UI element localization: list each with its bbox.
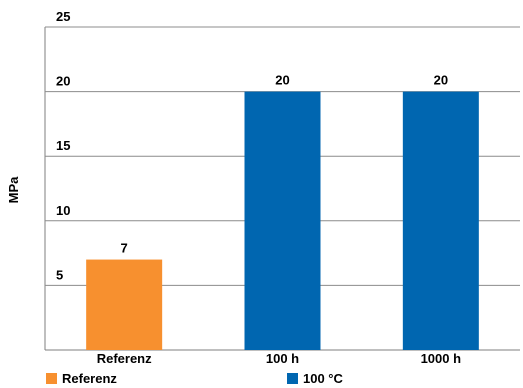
category-label: Referenz xyxy=(97,351,152,366)
bar xyxy=(86,259,163,350)
y-tick-label: 25 xyxy=(56,9,70,24)
data-label: 20 xyxy=(275,73,289,88)
legend-label: 100 °C xyxy=(303,371,344,386)
y-axis-title: MPa xyxy=(6,176,21,204)
y-tick-label: 10 xyxy=(56,203,70,218)
data-labels: 7 20 20 xyxy=(121,73,449,256)
data-label: 7 xyxy=(121,241,128,256)
category-labels: Referenz 100 h 1000 h xyxy=(97,351,461,366)
legend-label: Referenz xyxy=(62,371,117,386)
bar xyxy=(244,91,321,350)
legend-swatch xyxy=(287,373,298,384)
bar xyxy=(402,91,479,350)
y-tick-label: 5 xyxy=(56,267,63,282)
y-tick-label: 20 xyxy=(56,74,70,89)
legend: Referenz 100 °C xyxy=(46,371,344,386)
y-tick-label: 15 xyxy=(56,138,70,153)
legend-swatch xyxy=(46,373,57,384)
category-label: 100 h xyxy=(266,351,299,366)
category-label: 1000 h xyxy=(421,351,462,366)
y-tick-labels: 5 10 15 20 25 xyxy=(56,9,70,282)
bars xyxy=(86,91,479,350)
data-label: 20 xyxy=(434,73,448,88)
